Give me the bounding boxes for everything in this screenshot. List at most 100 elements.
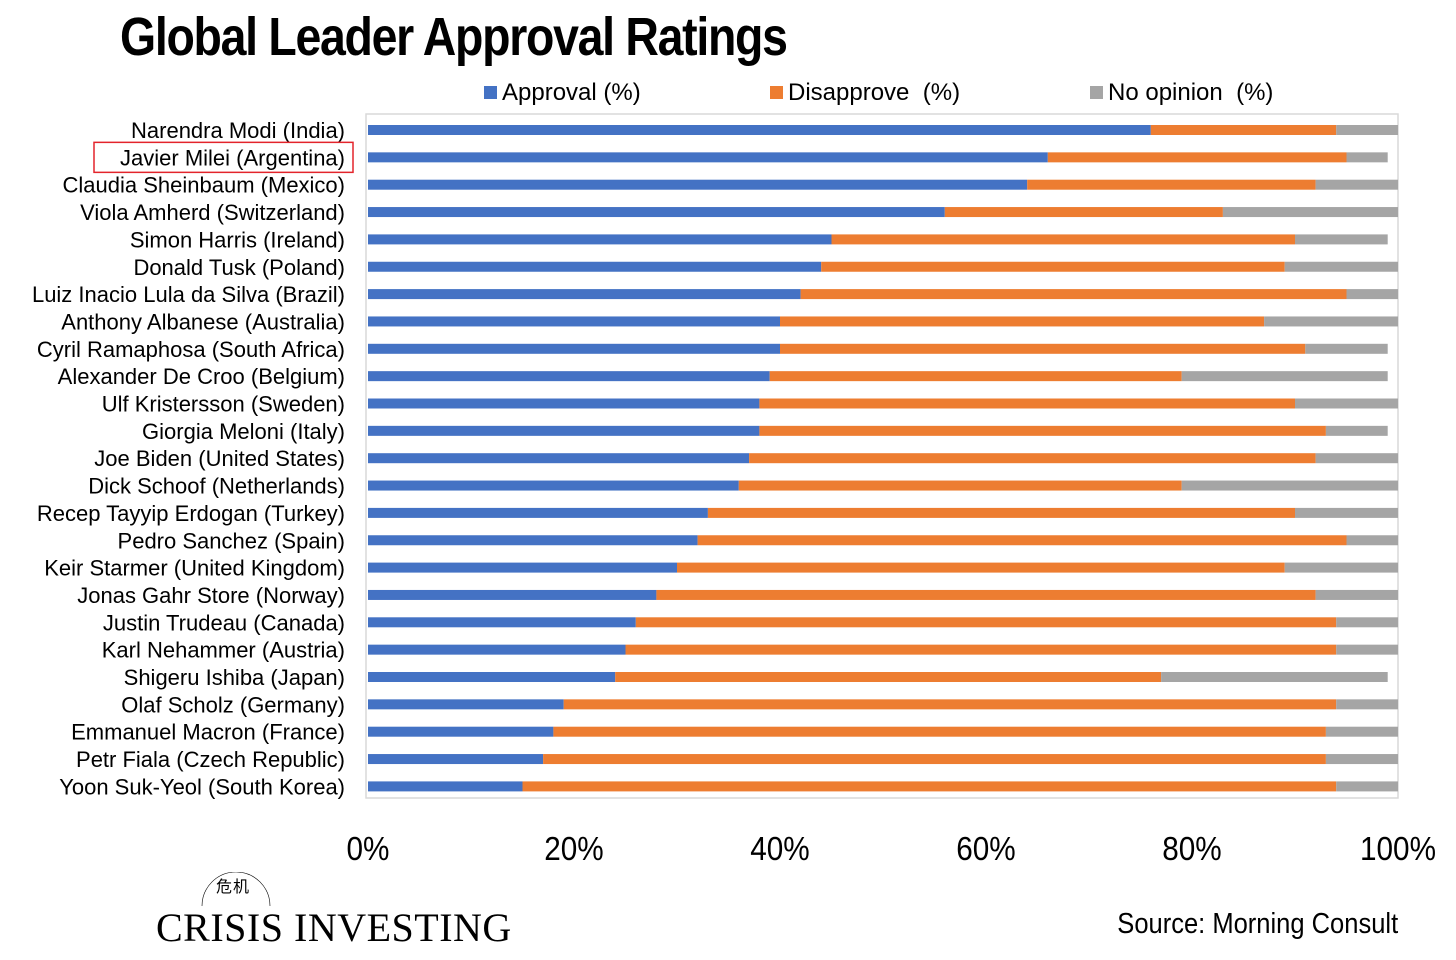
bar-segment-no-opinion — [1336, 644, 1398, 655]
category-label: Shigeru Ishiba (Japan) — [124, 665, 345, 690]
bars — [368, 125, 1398, 792]
bar-segment-no-opinion — [1336, 125, 1398, 135]
bar-segment-no-opinion — [1295, 234, 1388, 245]
bar-segment-disapprove — [1047, 152, 1347, 163]
bar-segment-approval — [368, 562, 677, 573]
category-label: Yoon Suk-Yeol (South Korea) — [59, 774, 345, 799]
legend-label: Disapprove (%) — [788, 79, 960, 106]
legend: Approval (%) Disapprove (%) No opinion (%) — [484, 79, 1273, 106]
bar-segment-approval — [368, 343, 780, 354]
x-tick-label: 0% — [347, 831, 390, 868]
highlight-rect — [93, 141, 354, 174]
bar-segment-no-opinion — [1325, 726, 1398, 737]
x-tick-label: 20% — [544, 831, 603, 868]
x-tick-label: 100% — [1360, 831, 1436, 868]
bar-segment-approval — [368, 316, 780, 327]
svg-text:危机: 危机 — [216, 877, 250, 896]
category-label: Joe Biden (United States) — [94, 446, 345, 471]
bar-segment-approval — [368, 726, 554, 737]
bar-segment-no-opinion — [1284, 562, 1398, 573]
bar-segment-disapprove — [1150, 125, 1337, 135]
legend-swatch — [484, 86, 497, 99]
category-label: Giorgia Meloni (Italy) — [142, 419, 345, 444]
x-tick-label: 80% — [1162, 831, 1221, 868]
bar-segment-approval — [368, 425, 760, 436]
bar-segment-no-opinion — [1161, 672, 1388, 682]
category-label: Recep Tayyip Erdogan (Turkey) — [37, 501, 345, 526]
bar-segment-approval — [368, 672, 616, 682]
category-label: Viola Amherd (Switzerland) — [80, 200, 345, 225]
bar-segment-approval — [368, 152, 1048, 163]
bar-segment-approval — [368, 507, 708, 518]
bar-segment-approval — [368, 125, 1151, 135]
bar-segment-no-opinion — [1181, 480, 1398, 491]
category-label: Simon Harris (Ireland) — [130, 227, 345, 252]
bar-segment-disapprove — [800, 289, 1347, 300]
bar-segment-approval — [368, 453, 750, 464]
bar-segment-no-opinion — [1346, 289, 1398, 300]
bar-segment-no-opinion — [1295, 507, 1398, 518]
bar-segment-no-opinion — [1346, 152, 1388, 163]
bar-segment-approval — [368, 480, 739, 491]
bar-segment-disapprove — [543, 754, 1326, 765]
category-label: Javier Milei (Argentina) — [120, 145, 345, 170]
bar-segment-approval — [368, 589, 657, 600]
bar-segment-disapprove — [831, 234, 1295, 245]
bar-segment-no-opinion — [1336, 699, 1398, 710]
bar-segment-no-opinion — [1284, 261, 1398, 272]
category-label: Karl Nehammer (Austria) — [102, 638, 345, 663]
bar-segment-disapprove — [749, 453, 1316, 464]
bar-segment-no-opinion — [1305, 343, 1388, 354]
category-label: Cyril Ramaphosa (South Africa) — [37, 337, 345, 362]
bar-segment-approval — [368, 371, 770, 382]
bar-segment-approval — [368, 207, 945, 218]
chart-title: Global Leader Approval Ratings — [120, 7, 788, 67]
category-label: Alexander De Croo (Belgium) — [58, 364, 345, 389]
bar-segment-no-opinion — [1315, 589, 1398, 600]
bar-segment-disapprove — [563, 699, 1337, 710]
x-tick-label: 40% — [750, 831, 809, 868]
bar-segment-approval — [368, 617, 636, 628]
category-label: Olaf Scholz (Germany) — [121, 692, 345, 717]
category-label: Emmanuel Macron (France) — [71, 720, 345, 745]
category-label: Keir Starmer (United Kingdom) — [44, 556, 345, 581]
bar-segment-approval — [368, 754, 544, 765]
bar-segment-disapprove — [944, 207, 1223, 218]
bar-segment-disapprove — [615, 672, 1162, 682]
bar-segment-disapprove — [707, 507, 1295, 518]
bar-segment-no-opinion — [1181, 371, 1388, 382]
logo-tagline: 危机 — [196, 871, 276, 910]
category-label: Justin Trudeau (Canada) — [103, 610, 345, 635]
category-labels: Narendra Modi (India)Javier Milei (Argen… — [32, 118, 345, 799]
bar-segment-disapprove — [1027, 179, 1316, 190]
logo-seal-icon: 危机 — [201, 871, 271, 907]
bar-segment-disapprove — [635, 617, 1337, 628]
category-label: Luiz Inacio Lula da Silva (Brazil) — [32, 282, 345, 307]
bar-segment-disapprove — [656, 589, 1316, 600]
bar-segment-disapprove — [780, 316, 1265, 327]
highlight-box — [93, 141, 354, 174]
bar-segment-disapprove — [759, 398, 1295, 409]
bar-segment-disapprove — [780, 343, 1306, 354]
legend-label: No opinion (%) — [1108, 79, 1273, 106]
bar-segment-approval — [368, 261, 822, 272]
bar-segment-no-opinion — [1346, 535, 1398, 546]
legend-swatch — [1090, 86, 1103, 99]
category-label: Dick Schoof (Netherlands) — [88, 474, 345, 499]
bar-segment-no-opinion — [1315, 179, 1398, 190]
bar-segment-approval — [368, 699, 564, 710]
bar-segment-disapprove — [625, 644, 1337, 655]
bar-segment-no-opinion — [1325, 754, 1398, 765]
bar-segment-disapprove — [821, 261, 1285, 272]
bar-segment-approval — [368, 781, 523, 792]
stacked-bar-chart: Approval (%) Disapprove (%) No opinion (%)… — [32, 79, 1436, 868]
legend-swatch — [770, 86, 783, 99]
bar-segment-no-opinion — [1336, 781, 1398, 792]
bar-segment-disapprove — [677, 562, 1285, 573]
bar-segment-approval — [368, 398, 760, 409]
bar-segment-approval — [368, 289, 801, 300]
category-label: Anthony Albanese (Australia) — [61, 309, 345, 334]
bar-segment-no-opinion — [1325, 425, 1388, 436]
x-axis-ticks: 0% 20% 40% 60% 80% 100% — [347, 831, 1436, 868]
category-label: Donald Tusk (Poland) — [133, 255, 345, 280]
